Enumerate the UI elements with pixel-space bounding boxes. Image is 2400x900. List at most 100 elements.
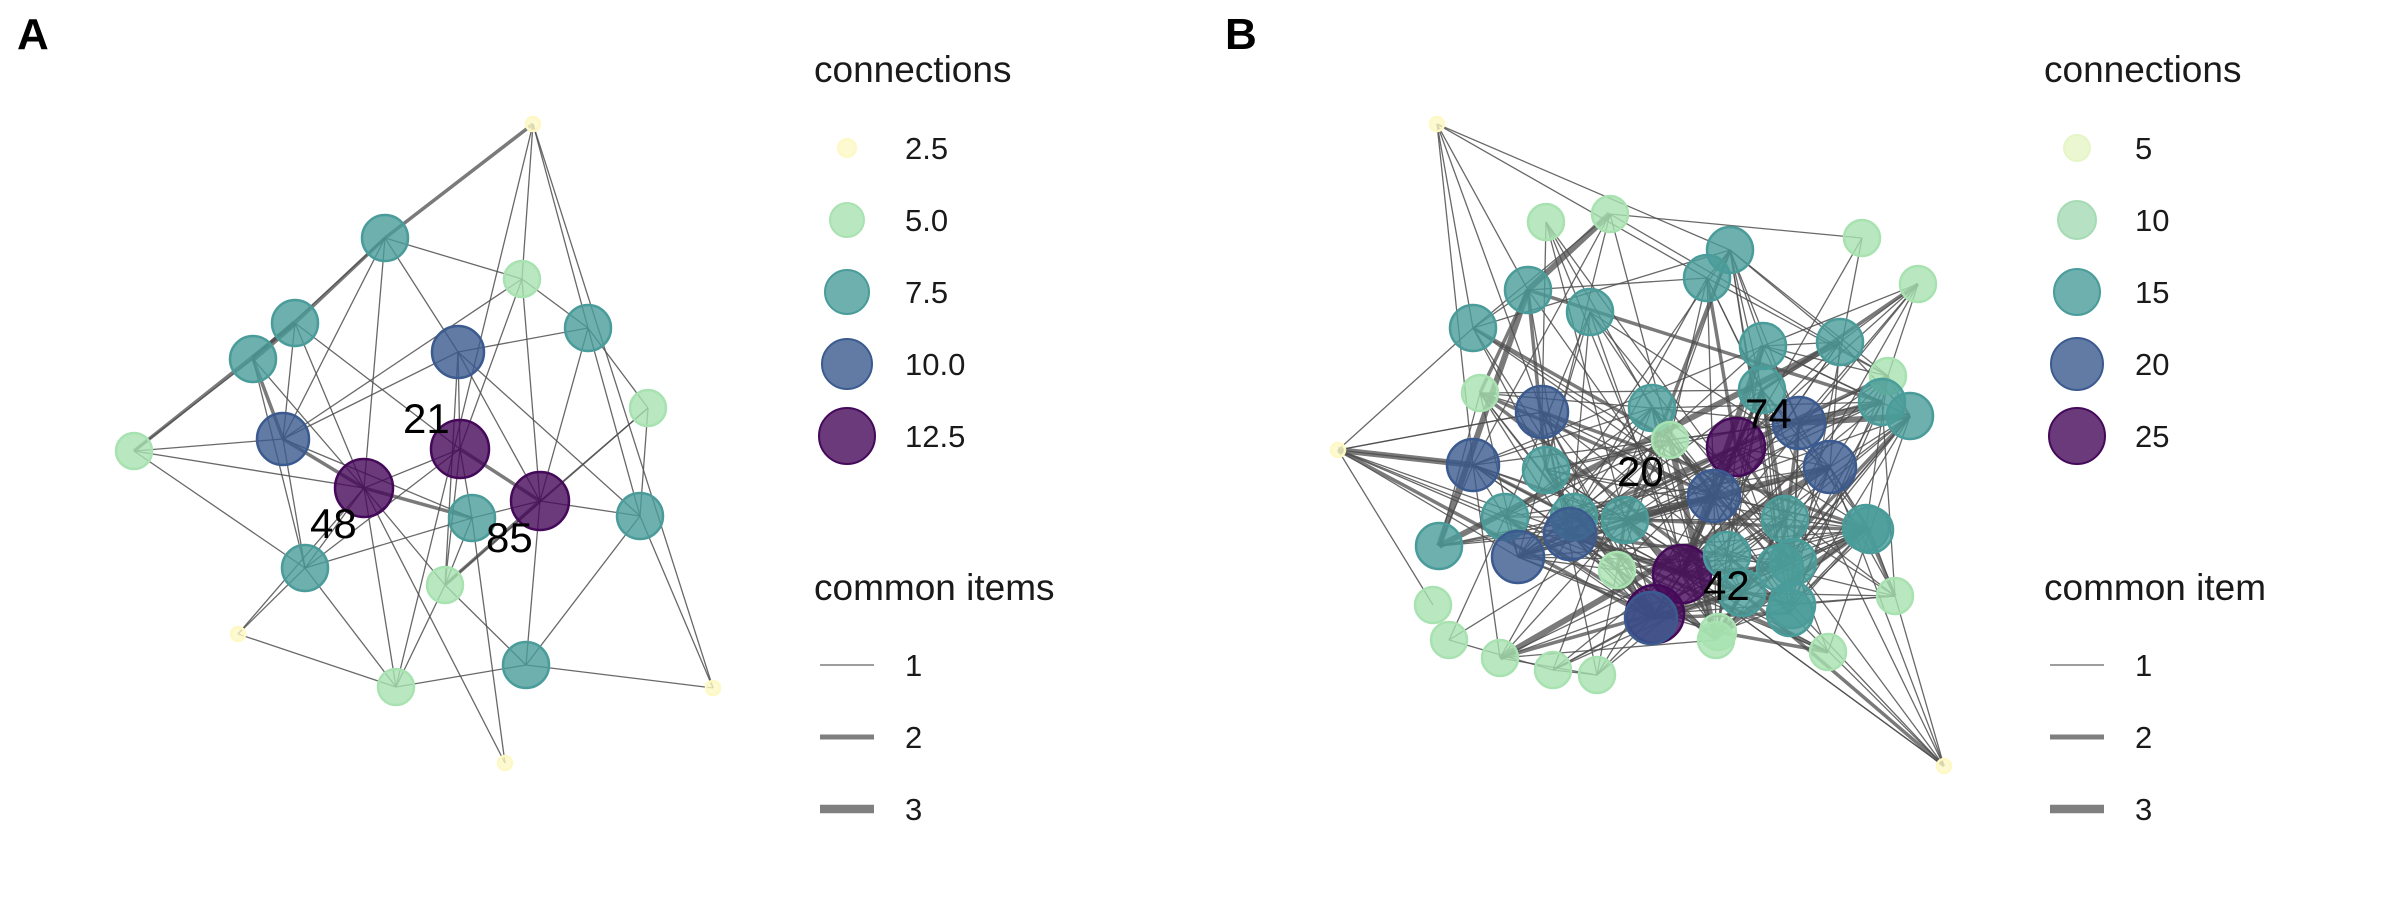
network-node bbox=[704, 679, 722, 697]
legend-a-size-items: 2.5 5.0 7.5 10.0 12.5 bbox=[818, 131, 965, 465]
network-a: 21 48 85 bbox=[114, 115, 722, 772]
network-edge bbox=[1337, 327, 1474, 451]
network-node bbox=[1898, 264, 1938, 304]
network-a-edges bbox=[132, 122, 714, 764]
network-node bbox=[447, 493, 497, 543]
network-edge bbox=[1436, 123, 1529, 291]
network-node bbox=[1698, 612, 1738, 652]
network-node bbox=[1737, 365, 1787, 415]
network-node bbox=[1514, 384, 1570, 440]
legend-b-edge-items: 1 2 3 bbox=[2050, 648, 2152, 827]
legend-b-edges-title: common item bbox=[2044, 567, 2266, 608]
network-b-edges bbox=[1337, 123, 1946, 768]
network-node bbox=[228, 334, 278, 384]
legend-size-swatch bbox=[2053, 268, 2101, 316]
network-node bbox=[1480, 638, 1520, 678]
legend-a: connections 2.5 5.0 7.5 10.0 12.5 common ite… bbox=[814, 49, 1055, 827]
network-b: 74 20 42 bbox=[1329, 115, 1953, 775]
network-edge bbox=[304, 517, 473, 569]
network-edge bbox=[1436, 123, 1543, 413]
network-edge bbox=[1436, 123, 1731, 251]
network-node bbox=[1490, 529, 1546, 585]
network-node bbox=[1521, 445, 1571, 495]
network-node bbox=[1448, 303, 1498, 353]
legend-size-item: 10.0 bbox=[821, 338, 965, 390]
network-node bbox=[1768, 537, 1818, 587]
network-edge bbox=[1729, 249, 1889, 377]
network-edge bbox=[282, 278, 523, 440]
network-edge bbox=[1741, 592, 1896, 597]
legend-size-swatch bbox=[2057, 200, 2097, 240]
network-edge bbox=[1436, 123, 1474, 329]
network-edge bbox=[521, 123, 534, 280]
network-edge bbox=[1436, 123, 1708, 279]
network-node bbox=[1842, 218, 1882, 258]
panel-b-label: B bbox=[1225, 10, 1257, 59]
network-node bbox=[1875, 576, 1915, 616]
legend-size-swatch bbox=[2063, 134, 2091, 162]
legend-size-item: 10 bbox=[2057, 200, 2169, 240]
legend-edge-label: 1 bbox=[905, 648, 922, 683]
legend-size-swatch bbox=[829, 202, 865, 238]
network-node bbox=[1542, 506, 1598, 562]
network-node bbox=[333, 457, 395, 519]
network-edge bbox=[395, 123, 534, 688]
network-edge bbox=[1762, 283, 1919, 347]
network-edge bbox=[1499, 519, 1626, 659]
network-edge bbox=[1791, 604, 1945, 767]
network-edge bbox=[1337, 449, 1434, 606]
network-edge bbox=[525, 515, 641, 666]
network-node bbox=[1650, 420, 1690, 460]
network-edge bbox=[1472, 407, 1653, 466]
network-node bbox=[1623, 590, 1679, 646]
network-edge bbox=[1792, 415, 1911, 563]
legend-b: connections 5 10 15 20 25 common item 1 2 3 bbox=[2044, 49, 2266, 827]
network-b-node-labels: 74 20 42 bbox=[1617, 390, 1792, 609]
network-edge bbox=[525, 664, 714, 689]
network-node bbox=[496, 754, 514, 772]
network-edge bbox=[457, 351, 641, 517]
legend-size-swatch bbox=[837, 138, 857, 158]
legend-size-label: 20 bbox=[2135, 347, 2169, 382]
legend-edge-label: 2 bbox=[2135, 720, 2152, 755]
network-edge bbox=[1881, 401, 1896, 597]
legend-a-edges-title: common items bbox=[814, 567, 1055, 608]
network-node bbox=[1533, 650, 1573, 690]
network-edge bbox=[1706, 277, 1889, 377]
legend-size-item: 15 bbox=[2053, 268, 2169, 316]
network-edge bbox=[532, 123, 714, 689]
legend-edge-item: 2 bbox=[2050, 720, 2152, 755]
network-edge bbox=[1541, 221, 1547, 413]
network-node bbox=[1935, 757, 1953, 775]
network-edge bbox=[1894, 595, 1945, 767]
legend-size-label: 10.0 bbox=[905, 347, 965, 382]
network-node bbox=[1460, 373, 1500, 413]
legend-size-swatch bbox=[821, 338, 873, 390]
network-node bbox=[114, 431, 154, 471]
network-edge bbox=[1337, 449, 1519, 558]
network-node bbox=[1526, 202, 1566, 242]
network-edge bbox=[133, 450, 365, 489]
network-edge bbox=[133, 450, 306, 569]
network-edge bbox=[521, 278, 541, 502]
legend-size-swatch bbox=[2048, 407, 2106, 465]
network-edge bbox=[282, 351, 459, 440]
network-edge bbox=[1472, 464, 1501, 659]
network-node bbox=[1428, 115, 1446, 133]
legend-size-label: 2.5 bbox=[905, 131, 948, 166]
network-node bbox=[1738, 321, 1788, 371]
panel-a-label: A bbox=[17, 10, 49, 59]
network-node bbox=[1760, 494, 1810, 544]
network-node bbox=[1503, 265, 1553, 315]
network-edge bbox=[1829, 466, 1945, 767]
network-edge bbox=[1436, 123, 1474, 466]
network-node bbox=[1627, 383, 1677, 433]
network-b-nodes bbox=[1329, 115, 1953, 775]
legend-size-item: 12.5 bbox=[818, 407, 965, 465]
legend-size-label: 25 bbox=[2135, 419, 2169, 454]
network-edge bbox=[532, 123, 589, 329]
network-node bbox=[1565, 287, 1615, 337]
network-node bbox=[1445, 437, 1501, 493]
network-node bbox=[1808, 632, 1848, 672]
legend-edge-label: 1 bbox=[2135, 648, 2152, 683]
